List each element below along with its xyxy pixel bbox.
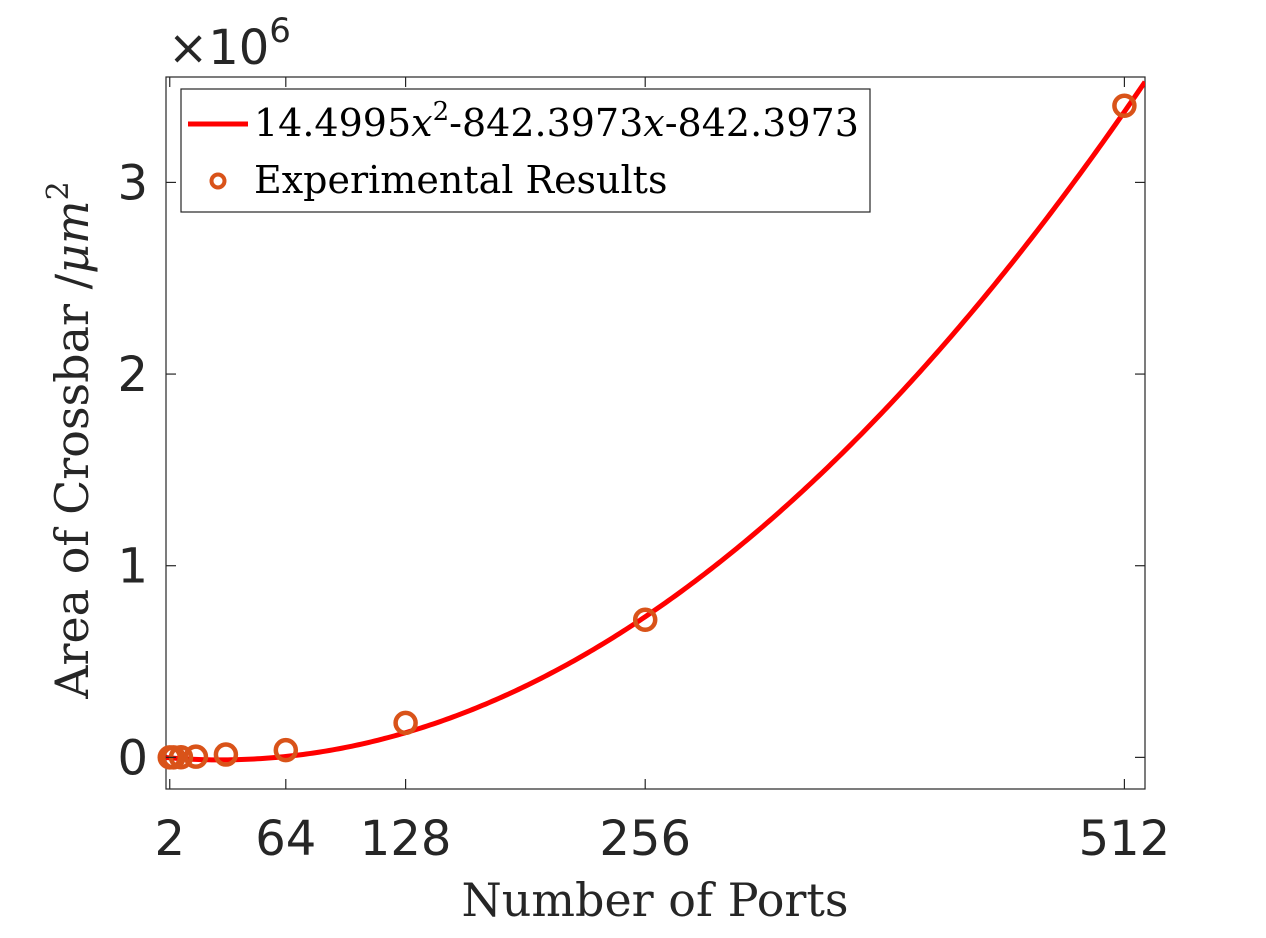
y-tick-label: 0 [117,730,148,786]
data-point [632,607,658,633]
x-tick-label: 2 [154,811,185,867]
y-exponent-label: ×106 [168,11,291,76]
data-point [393,710,418,736]
data-point [183,744,209,769]
x-tick-label: 64 [255,811,316,867]
x-tick-label: 256 [599,811,691,867]
data-point [1112,93,1137,118]
y-axis-title: Area of Crossbar /μm2 [41,181,99,700]
axis-ticks: 2 64 128 256 512 0 1 2 3 [117,77,1170,867]
axes-box [165,76,1146,790]
legend-scatter-label: Experimental Results [254,158,667,202]
data-point [213,742,239,767]
fit-curve [166,80,1145,763]
legend-line-label: 14.4995x2-842.3973x-842.3973 [254,97,859,145]
y-tick-label: 3 [117,155,148,211]
y-tick-label: 1 [117,539,148,595]
data-point [273,737,299,763]
x-tick-label: 512 [1079,811,1171,867]
x-axis-title: Number of Ports [462,873,849,927]
data-point [161,745,186,770]
legend-scatter-swatch [209,172,227,190]
y-tick-label: 2 [117,347,148,403]
x-tick-label: 128 [360,811,452,867]
legend: 14.4995x2-842.3973x-842.3973 Experimenta… [180,88,871,213]
legend-box [180,88,871,213]
